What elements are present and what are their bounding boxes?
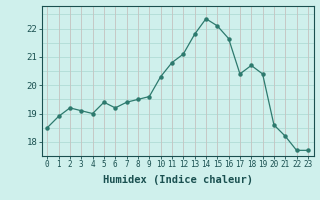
X-axis label: Humidex (Indice chaleur): Humidex (Indice chaleur): [103, 175, 252, 185]
